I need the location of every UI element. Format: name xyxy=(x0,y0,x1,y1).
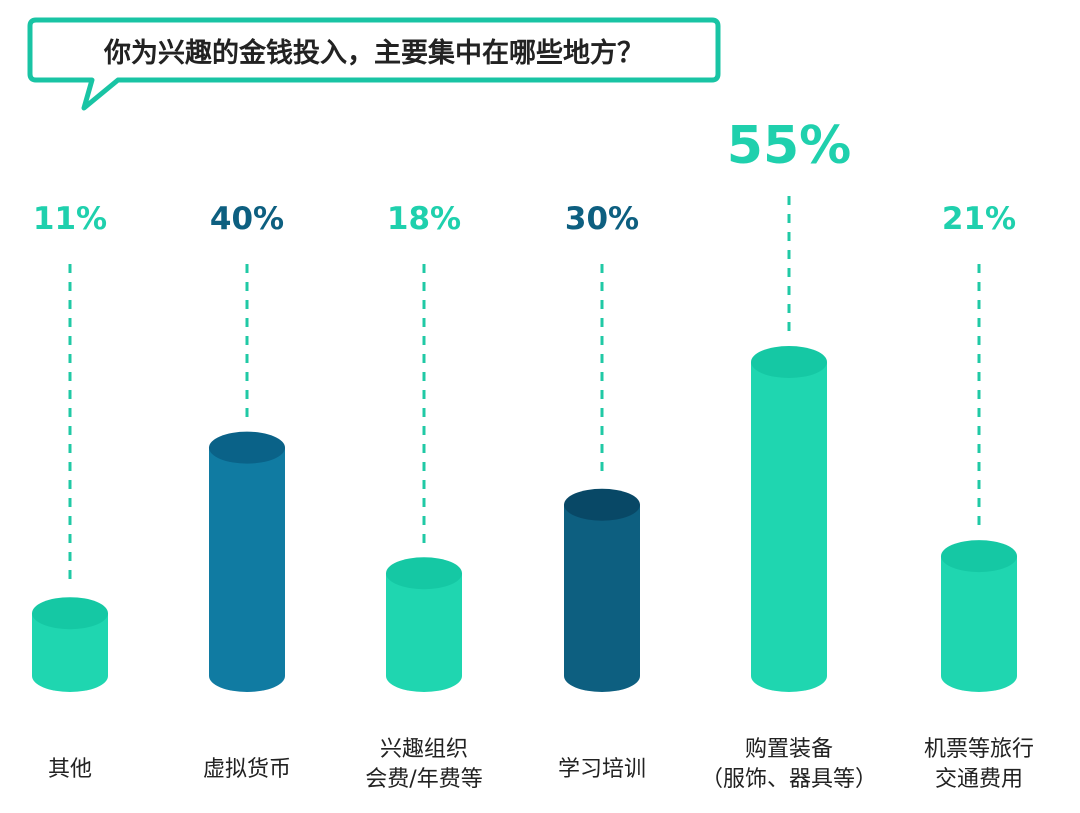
bar-top xyxy=(564,488,640,521)
value-label: 55% xyxy=(727,116,851,176)
bar xyxy=(751,362,827,692)
category-label: 兴趣组织会费/年费等 xyxy=(365,737,482,792)
category-label-line: （服饰、器具等） xyxy=(701,767,877,792)
category-label-line: 购置装备 xyxy=(745,737,833,762)
bar-top xyxy=(32,597,108,630)
bar-top xyxy=(751,346,827,378)
category-label-line: 其他 xyxy=(48,757,92,782)
bar xyxy=(209,447,285,692)
bar xyxy=(386,573,462,692)
category-label: 学习培训 xyxy=(558,757,646,782)
category-label: 机票等旅行交通费用 xyxy=(924,737,1034,792)
value-label: 21% xyxy=(942,201,1016,237)
category-label-line: 兴趣组织 xyxy=(380,737,468,762)
category-label-line: 交通费用 xyxy=(935,767,1023,792)
bar-top xyxy=(209,431,285,464)
chart-title: 你为兴趣的金钱投入，主要集中在哪些地方？ xyxy=(103,37,644,69)
value-label: 40% xyxy=(210,201,284,237)
bar xyxy=(941,556,1017,692)
category-label-line: 虚拟货币 xyxy=(203,757,291,782)
category-label-line: 会费/年费等 xyxy=(365,767,482,792)
value-label: 18% xyxy=(387,201,461,237)
category-label: 其他 xyxy=(48,757,92,782)
category-label: 购置装备 （服饰、器具等） xyxy=(701,737,877,792)
bar-top xyxy=(386,557,462,590)
bar xyxy=(564,504,640,692)
bar xyxy=(32,613,108,692)
category-label-line: 机票等旅行 xyxy=(924,737,1034,762)
category-label-line: 学习培训 xyxy=(558,757,646,782)
value-label: 30% xyxy=(565,201,639,237)
speech-bubble xyxy=(27,17,721,111)
bar-top xyxy=(941,540,1017,573)
category-label: 虚拟货币 xyxy=(203,757,291,782)
title-callout: 你为兴趣的金钱投入，主要集中在哪些地方？ xyxy=(27,17,721,111)
value-label: 11% xyxy=(33,201,107,237)
bar-marks: 11% 其他 40% 虚拟货币 18% 兴趣组织会费/年费等 30% 学习培训 55% 购置装备 （… xyxy=(32,116,1034,792)
